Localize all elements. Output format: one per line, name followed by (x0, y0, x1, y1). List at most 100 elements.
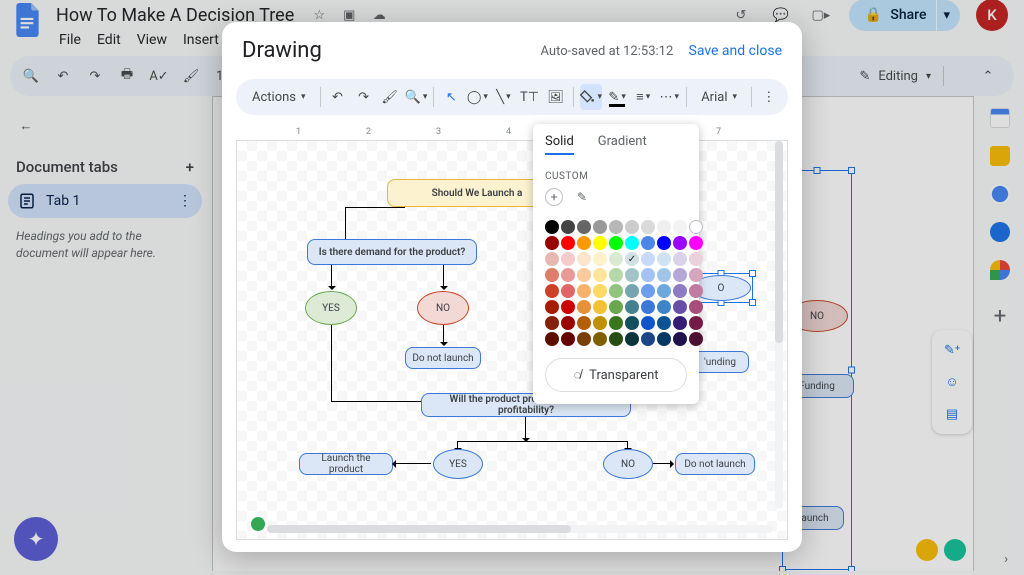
swatch[interactable] (609, 300, 623, 314)
swatch[interactable] (625, 268, 639, 282)
swatch[interactable] (609, 316, 623, 330)
shape-tool-icon[interactable]: ◯ (466, 84, 488, 110)
node-no1[interactable]: NO (417, 291, 469, 325)
swatch[interactable] (641, 332, 655, 346)
swatch[interactable] (561, 252, 575, 266)
tab-solid[interactable]: Solid (545, 134, 574, 155)
select-tool-icon[interactable]: ↖ (440, 84, 462, 110)
swatch[interactable] (641, 268, 655, 282)
undo-icon[interactable]: ↶ (326, 84, 348, 110)
swatch[interactable] (577, 220, 591, 234)
node-dnl1[interactable]: Do not launch (405, 347, 481, 369)
swatch[interactable] (625, 284, 639, 298)
border-weight-icon[interactable]: ≡ (632, 84, 654, 110)
font-select[interactable]: Arial (693, 84, 745, 110)
swatch[interactable] (593, 268, 607, 282)
swatch[interactable] (689, 252, 703, 266)
swatch[interactable] (561, 284, 575, 298)
swatch[interactable] (545, 284, 559, 298)
swatch[interactable] (641, 220, 655, 234)
swatch[interactable] (657, 268, 671, 282)
swatch[interactable] (657, 332, 671, 346)
swatch[interactable] (673, 284, 687, 298)
node-launch[interactable]: Launch the product (299, 453, 393, 475)
swatch[interactable] (609, 220, 623, 234)
swatch[interactable] (577, 332, 591, 346)
swatch[interactable] (641, 316, 655, 330)
more-tools-icon[interactable]: ⋮ (758, 84, 780, 110)
swatch[interactable] (545, 220, 559, 234)
swatch[interactable] (657, 220, 671, 234)
transparent-button[interactable]: ◌̸ Transparent (545, 358, 687, 392)
swatch[interactable] (593, 220, 607, 234)
swatch[interactable] (673, 220, 687, 234)
swatch[interactable] (577, 284, 591, 298)
add-custom-color-icon[interactable]: + (545, 188, 563, 206)
swatch[interactable] (641, 252, 655, 266)
swatch[interactable] (673, 300, 687, 314)
swatch[interactable] (593, 332, 607, 346)
swatch[interactable] (561, 268, 575, 282)
swatch[interactable] (577, 252, 591, 266)
swatch[interactable] (641, 300, 655, 314)
swatch[interactable] (545, 268, 559, 282)
swatch[interactable] (561, 316, 575, 330)
node-funding-partial[interactable]: 'unding (691, 351, 749, 373)
swatch[interactable] (673, 316, 687, 330)
swatch[interactable] (609, 268, 623, 282)
swatch[interactable] (545, 316, 559, 330)
zoom-icon[interactable]: 🔍 (405, 84, 428, 110)
redo-icon[interactable]: ↷ (352, 84, 374, 110)
swatch[interactable] (593, 300, 607, 314)
swatch[interactable] (593, 284, 607, 298)
swatch[interactable] (641, 284, 655, 298)
swatch[interactable] (689, 300, 703, 314)
swatch[interactable] (625, 252, 639, 266)
swatch[interactable] (561, 332, 575, 346)
swatch[interactable] (689, 316, 703, 330)
swatch[interactable] (609, 252, 623, 266)
swatch[interactable] (593, 252, 607, 266)
swatch[interactable] (593, 316, 607, 330)
swatch[interactable] (545, 236, 559, 250)
swatch[interactable] (657, 252, 671, 266)
swatch[interactable] (577, 268, 591, 282)
eyedropper-icon[interactable]: ✎ (573, 188, 591, 206)
swatch[interactable] (641, 236, 655, 250)
fill-color-icon[interactable] (580, 84, 603, 110)
swatch[interactable] (657, 300, 671, 314)
paint-icon[interactable]: 🖌 (379, 84, 401, 110)
border-color-icon[interactable]: ✎ (606, 84, 628, 110)
swatch[interactable] (545, 252, 559, 266)
swatch[interactable] (625, 300, 639, 314)
text-tool-icon[interactable]: T⊤ (519, 84, 541, 110)
swatch[interactable] (657, 316, 671, 330)
save-close-button[interactable]: Save and close (689, 43, 783, 59)
border-dash-icon[interactable]: ⋯ (658, 84, 680, 110)
swatch[interactable] (689, 284, 703, 298)
swatch[interactable] (657, 236, 671, 250)
swatch[interactable] (545, 332, 559, 346)
tab-gradient[interactable]: Gradient (598, 134, 647, 155)
swatch[interactable] (609, 236, 623, 250)
node-yes2[interactable]: YES (433, 449, 483, 479)
swatch[interactable] (673, 236, 687, 250)
swatch[interactable] (577, 236, 591, 250)
swatch[interactable] (609, 332, 623, 346)
swatch[interactable] (673, 252, 687, 266)
swatch[interactable] (673, 268, 687, 282)
swatch[interactable] (625, 332, 639, 346)
node-dnl2[interactable]: Do not launch (675, 453, 755, 475)
line-tool-icon[interactable]: ╲ (492, 84, 514, 110)
swatch[interactable] (561, 300, 575, 314)
swatch[interactable] (577, 316, 591, 330)
swatch[interactable] (689, 332, 703, 346)
swatch[interactable] (593, 236, 607, 250)
swatch[interactable] (545, 300, 559, 314)
swatch[interactable] (577, 300, 591, 314)
image-tool-icon[interactable]: 🖼 (545, 84, 567, 110)
swatch[interactable] (673, 332, 687, 346)
canvas-scroll-v[interactable] (775, 141, 783, 509)
swatch[interactable] (689, 236, 703, 250)
node-yes1[interactable]: YES (305, 291, 357, 325)
